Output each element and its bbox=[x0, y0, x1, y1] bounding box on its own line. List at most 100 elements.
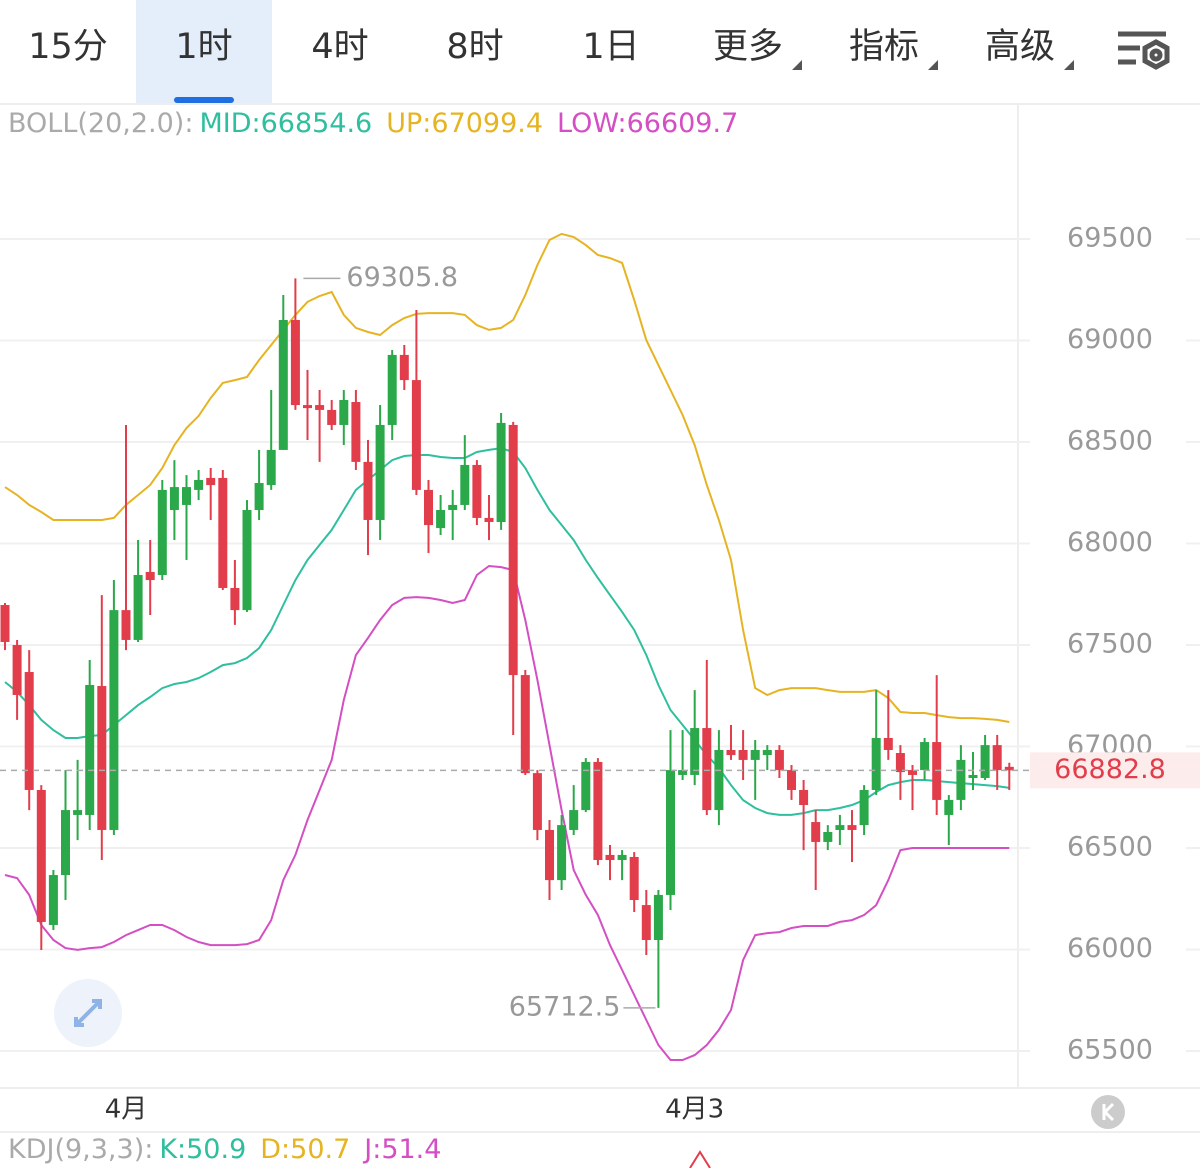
candle-body bbox=[133, 574, 143, 640]
kdj-entry: K:50.9 bbox=[159, 1134, 246, 1165]
boll-line bbox=[4, 564, 1010, 1061]
candle-body bbox=[908, 770, 917, 775]
button-bg bbox=[1091, 1095, 1125, 1129]
candle-body bbox=[702, 728, 712, 811]
y-tick-label: 66500 bbox=[1067, 832, 1153, 863]
candle-body bbox=[339, 399, 349, 425]
candle-body bbox=[593, 761, 603, 861]
candle-body bbox=[218, 477, 228, 588]
settings-icon[interactable] bbox=[1118, 31, 1170, 70]
indicator-label: BOLL(20,2.0): bbox=[8, 108, 193, 139]
candle-body bbox=[24, 672, 34, 790]
tab-label: 15分 bbox=[28, 27, 108, 67]
tab[interactable]: 1时 bbox=[136, 0, 272, 103]
tab[interactable]: 指标 bbox=[849, 27, 938, 70]
candle-body bbox=[617, 854, 627, 861]
y-tick-label: 66000 bbox=[1067, 933, 1153, 964]
candle-body bbox=[992, 745, 1002, 771]
candle-body bbox=[460, 464, 470, 505]
candle-body bbox=[605, 854, 615, 861]
candle-body bbox=[920, 742, 930, 771]
candle-body bbox=[182, 487, 191, 505]
candle-body bbox=[254, 483, 264, 511]
candle-body bbox=[496, 422, 506, 522]
tab-label: 1时 bbox=[175, 27, 232, 67]
candle-body bbox=[73, 810, 83, 815]
tab-label: 指标 bbox=[849, 27, 919, 67]
candle-body bbox=[641, 905, 651, 941]
candle-body bbox=[871, 738, 881, 790]
candle-body bbox=[520, 675, 530, 774]
candle-body bbox=[375, 424, 385, 520]
y-tick-label: 68000 bbox=[1067, 527, 1153, 558]
candle-body bbox=[726, 749, 736, 756]
x-tick-label: 4月 bbox=[105, 1095, 148, 1125]
expand-button[interactable] bbox=[54, 979, 122, 1047]
candle-body bbox=[266, 449, 276, 486]
candle-body bbox=[278, 319, 288, 450]
candle-body bbox=[242, 510, 252, 611]
candle-body bbox=[448, 504, 458, 511]
tab-label: 4时 bbox=[311, 27, 368, 67]
candle-body bbox=[411, 380, 421, 490]
tab-bar: 15分 1时 4时 8时 1日 更多 指标 高级 bbox=[28, 0, 1074, 103]
y-tick-label: 68500 bbox=[1067, 426, 1153, 457]
candle-body bbox=[97, 686, 107, 830]
dropdown-caret bbox=[792, 60, 802, 70]
plot: 6550066000665006700067500680006850069000… bbox=[0, 222, 1200, 1125]
candle-body bbox=[169, 487, 179, 511]
candle-body bbox=[823, 831, 833, 842]
dropdown-caret bbox=[928, 60, 938, 70]
legend-entry: LOW:66609.7 bbox=[557, 108, 738, 139]
candle-body bbox=[327, 409, 337, 425]
candle-body bbox=[508, 424, 518, 676]
tab-highlight bbox=[136, 0, 272, 103]
candle-body bbox=[738, 749, 748, 760]
tab[interactable]: 8时 bbox=[446, 27, 503, 67]
y-tick-label: 67500 bbox=[1067, 629, 1153, 660]
candle-body bbox=[85, 685, 95, 815]
tab-label: 高级 bbox=[985, 27, 1055, 67]
candle-body bbox=[363, 461, 373, 520]
candle-body bbox=[303, 405, 312, 409]
candle-body bbox=[436, 510, 446, 529]
candle-body bbox=[714, 749, 724, 811]
candle-body bbox=[968, 774, 978, 778]
candle-body bbox=[145, 571, 155, 581]
kdj-entry: D:50.7 bbox=[260, 1134, 350, 1165]
candle-body bbox=[569, 810, 579, 830]
candle-body bbox=[811, 822, 821, 842]
candle-body bbox=[653, 894, 663, 941]
k-button[interactable] bbox=[1091, 1095, 1125, 1129]
candle-body bbox=[206, 477, 216, 486]
candle-body bbox=[387, 354, 397, 425]
tab[interactable]: 4时 bbox=[311, 27, 368, 67]
last-price-tag bbox=[1030, 752, 1200, 789]
tab-label: 更多 bbox=[713, 27, 783, 67]
candle-body bbox=[690, 728, 700, 775]
tab[interactable]: 15分 bbox=[28, 27, 108, 67]
last-price-label: 66882.8 bbox=[1054, 754, 1166, 785]
min-label: 65712.5 bbox=[509, 991, 621, 1022]
tab[interactable]: 1日 bbox=[582, 27, 639, 67]
candle-body bbox=[750, 749, 760, 760]
boll-line bbox=[4, 232, 1010, 723]
candle-body bbox=[895, 753, 905, 773]
kdj-legend: KDJ(9,3,3): K:50.9 D:50.7 J:51.4 bbox=[8, 1134, 441, 1165]
candle-body bbox=[36, 789, 46, 922]
candle-body bbox=[787, 770, 796, 790]
tab[interactable]: 高级 bbox=[985, 27, 1074, 70]
candle-body bbox=[48, 875, 58, 925]
candle-body bbox=[61, 810, 70, 876]
candle-body bbox=[629, 856, 639, 901]
candle-body bbox=[944, 799, 954, 815]
candle-body bbox=[847, 825, 857, 830]
candle-body bbox=[799, 789, 809, 805]
candle-body bbox=[472, 464, 482, 518]
tab[interactable]: 更多 bbox=[713, 27, 802, 70]
candle-body bbox=[678, 770, 688, 775]
dropdown-caret bbox=[1064, 60, 1074, 70]
tab-label: 1日 bbox=[582, 27, 639, 67]
candle-body bbox=[859, 789, 869, 826]
